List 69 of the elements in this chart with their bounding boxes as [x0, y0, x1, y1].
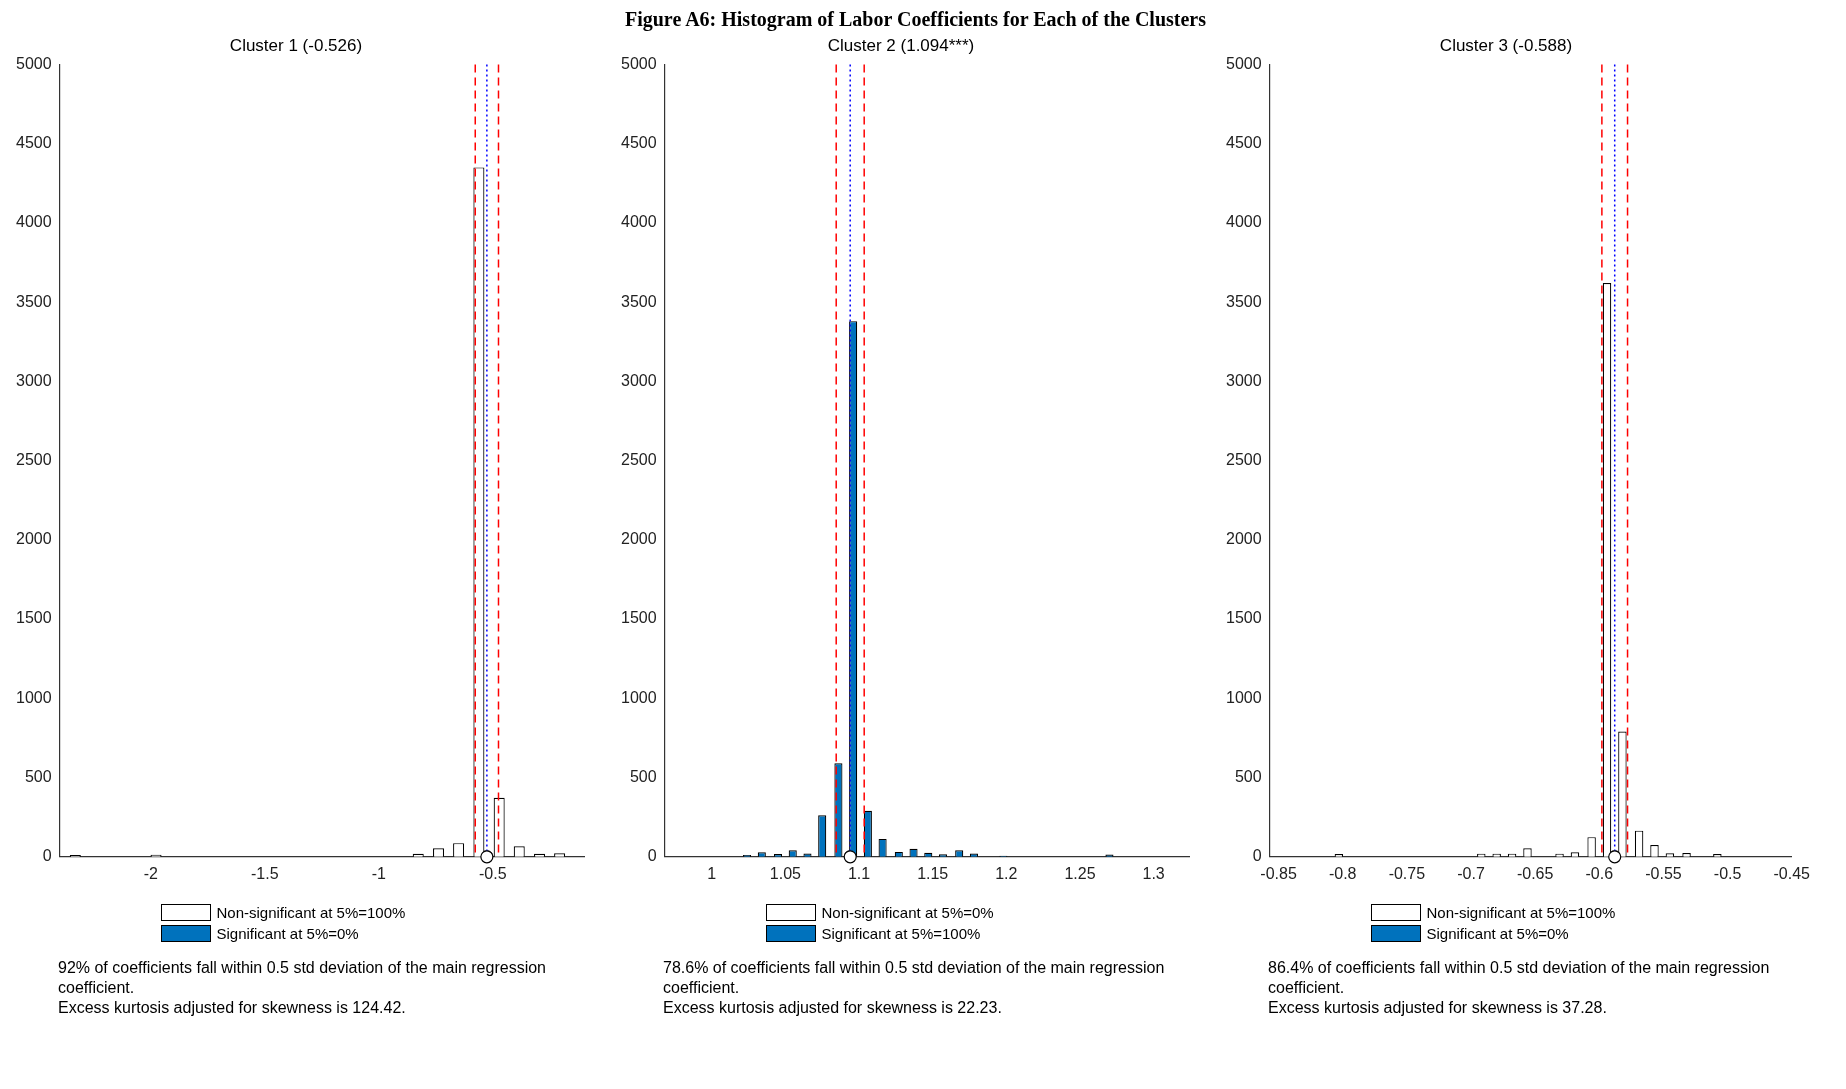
chart-subtitle: Cluster 2 (1.094***) [827, 35, 975, 55]
y-tick-label: 3500 [16, 292, 52, 310]
text: Excess kurtosis adjusted for skewness is 124.42. [58, 998, 407, 1018]
x-tick-label: -0.5 [479, 864, 507, 882]
x-tick-label: 1.1 [847, 864, 871, 882]
y-tick-label: 500 [629, 767, 657, 785]
y-tick-label: 0 [647, 847, 657, 865]
text: Non-significant at 5%=100% [216, 904, 406, 921]
x-tick-label: -0.45 [1773, 864, 1811, 882]
y-tick-label: 2500 [1226, 451, 1262, 469]
text: 86.4% of coefficients fall within 0.5 std deviation of the main regression coefficient. [1268, 958, 1771, 998]
legend-label: Significant at 5%=0% [1426, 925, 1569, 942]
y-tick-label: 1500 [16, 609, 52, 627]
y-tick-label: 5000 [621, 54, 657, 72]
y-tick-label: 2000 [621, 530, 657, 548]
y-tick-label: 2000 [1226, 530, 1262, 548]
legend-label: Significant at 5%=0% [216, 925, 359, 942]
y-tick-label: 3000 [1226, 371, 1262, 389]
x-tick-label: -0.85 [1260, 864, 1297, 882]
text: 92% of coefficients fall within 0.5 std deviation of the main regression coefficient. [58, 958, 547, 998]
y-tick-label: 5000 [16, 54, 52, 72]
x-tick-label: -0.6 [1585, 864, 1614, 882]
chart-subtitle: Cluster 3 (-0.588) [1439, 35, 1573, 55]
x-tick-label: 1 [707, 864, 717, 882]
y-tick-label: 500 [1234, 767, 1262, 785]
x-tick-label: 1.2 [995, 864, 1018, 882]
chart-title: Figure A6: Histogram of Labor Coefficients for Each of the Clusters [623, 8, 1207, 32]
y-tick-label: 5000 [1226, 54, 1262, 72]
y-tick-label: 4500 [621, 134, 657, 152]
x-tick-label: -1.5 [251, 864, 279, 882]
y-tick-label: 0 [42, 847, 52, 865]
text: 78.6% of coefficients fall within 0.5 std deviation of the main regression coefficient. [663, 958, 1166, 998]
x-tick-label: -0.65 [1516, 864, 1554, 882]
y-tick-label: 1000 [16, 688, 52, 706]
x-tick-label: -0.55 [1645, 864, 1682, 882]
y-tick-label: 4000 [621, 213, 657, 231]
y-tick-label: 3500 [621, 292, 657, 310]
y-tick-label: 4500 [1226, 134, 1262, 152]
chart-subtitle: Cluster 1 (-0.526) [229, 35, 363, 55]
legend-label: Significant at 5%=100% [821, 925, 981, 942]
y-tick-label: 4500 [16, 134, 52, 152]
y-tick-label: 1000 [621, 688, 657, 706]
text: Excess kurtosis adjusted for skewness is 22.23. [663, 998, 1003, 1018]
y-tick-label: 1500 [1226, 609, 1262, 627]
y-tick-label: 4000 [1226, 213, 1262, 231]
y-tick-label: 1000 [1226, 688, 1262, 706]
legend-label: Non-significant at 5%=0% [821, 904, 994, 921]
x-tick-label: 1.3 [1142, 864, 1165, 882]
x-tick-label: -0.75 [1388, 864, 1426, 882]
x-tick-label: -0.7 [1457, 864, 1485, 882]
x-tick-label: -2 [143, 864, 159, 882]
y-tick-label: 2000 [16, 530, 52, 548]
y-tick-label: 2500 [16, 451, 52, 469]
y-tick-label: 3500 [1226, 292, 1262, 310]
text: Non-significant at 5%=100% [1426, 904, 1616, 921]
y-tick-label: 1500 [621, 609, 657, 627]
x-tick-label: 1.05 [769, 864, 802, 882]
x-tick-label: -1 [371, 864, 387, 882]
y-tick-label: 3000 [621, 371, 657, 389]
y-tick-label: 3000 [16, 371, 52, 389]
y-tick-label: 500 [24, 767, 52, 785]
x-tick-label: 1.25 [1064, 864, 1096, 882]
y-tick-label: 0 [1252, 847, 1262, 865]
y-tick-label: 4000 [16, 213, 52, 231]
x-tick-label: -0.8 [1328, 864, 1357, 882]
y-tick-label: 2500 [621, 451, 657, 469]
x-tick-label: -0.5 [1713, 864, 1742, 882]
text: Excess kurtosis adjusted for skewness is 37.28. [1268, 998, 1608, 1018]
x-tick-label: 1.15 [917, 864, 949, 882]
